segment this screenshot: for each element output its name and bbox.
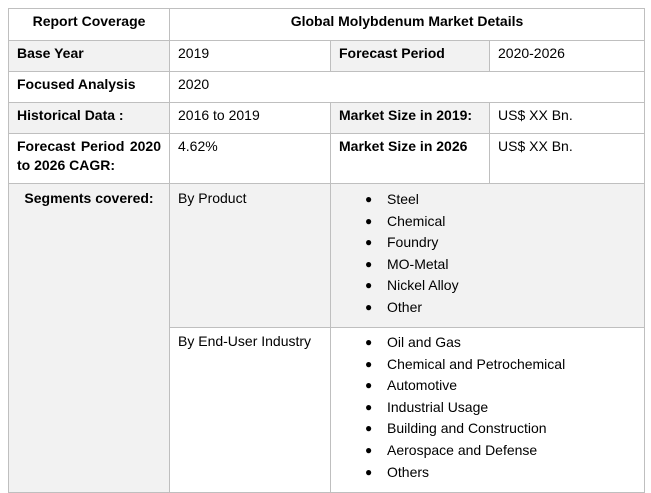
list-item: ● Oil and Gas [365,332,636,354]
segments-covered-label: Segments covered: [8,183,170,493]
base-year-value: 2019 [169,40,331,72]
list-item-label: Aerospace and Defense [387,441,538,458]
list-item-label: Chemical [387,212,446,229]
list-item-label: MO-Metal [387,255,449,272]
bullet-icon: ● [365,278,373,293]
bullet-icon: ● [365,378,373,393]
list-item: ● Aerospace and Defense [365,440,636,462]
segments-product-row: Segments covered: By Product ● Steel ● Chem… [8,183,645,493]
bullet-icon: ● [365,299,373,314]
market-size-2019-label: Market Size in 2019: [330,102,490,134]
list-item-label: Steel [387,191,419,207]
bullet-icon: ● [365,192,373,206]
list-item: ● Foundry [365,232,636,254]
list-item: ● Automotive [365,375,636,397]
list-item-label: Industrial Usage [387,398,489,415]
bullet-icon: ● [365,356,373,371]
historical-data-row: Historical Data : 2016 to 2019 Market Si… [8,102,645,134]
list-item-label: Oil and Gas [387,334,461,350]
focused-analysis-row: Focused Analysis 2020 [8,71,645,103]
list-item: ● Chemical and Petrochemical [365,354,636,376]
base-year-row: Base Year 2019 Forecast Period 2020-2026 [8,40,645,72]
market-size-2019-value: US$ XX Bn. [489,102,645,134]
focused-analysis-label: Focused Analysis [8,71,170,103]
bullet-icon: ● [365,464,373,479]
bullet-icon: ● [365,442,373,457]
forecast-period-label: Forecast Period [330,40,490,72]
list-item-label: Chemical and Petrochemical [387,355,566,372]
focused-analysis-value: 2020 [169,71,645,103]
by-product-label: By Product [169,183,331,328]
by-product-items-cell: ● Steel ● Chemical ● Foundry ● MO-Metal ● Nickel … [330,183,645,328]
cagr-label: Forecast Period 2020 to 2026 CAGR: [8,133,170,184]
list-item-label: Automotive [387,377,458,394]
list-item: ● Nickel Alloy [365,275,636,297]
by-end-user-list: ● Oil and Gas ● Chemical and Petrochemical ●… [339,332,636,483]
list-item: ● Steel [365,189,636,211]
market-size-2026-label: Market Size in 2026 [330,133,490,184]
list-item-label: Building and Construction [387,420,547,437]
segments-end-user-row: By End-User Industry ● Oil and Gas ● Chemic… [9,327,645,493]
list-item: ● Building and Construction [365,418,636,440]
cagr-row: Forecast Period 2020 to 2026 CAGR: 4.62%… [8,133,645,184]
bullet-icon: ● [365,335,373,349]
table-title: Global Molybdenum Market Details [169,8,645,41]
cagr-value: 4.62% [169,133,331,184]
list-item-label: Foundry [387,234,439,251]
by-end-user-label: By End-User Industry [169,327,331,493]
forecast-period-value: 2020-2026 [489,40,645,72]
historical-data-value: 2016 to 2019 [169,102,331,134]
list-item-label: Others [387,463,430,480]
list-item: ● Industrial Usage [365,397,636,419]
historical-data-label: Historical Data : [8,102,170,134]
by-end-user-items-cell: ● Oil and Gas ● Chemical and Petrochemical ●… [330,327,645,493]
bullet-icon: ● [365,399,373,414]
list-item: ● Others [365,462,636,484]
market-size-2026-value: US$ XX Bn. [489,133,645,184]
by-product-list: ● Steel ● Chemical ● Foundry ● MO-Metal ● Nickel … [339,189,636,319]
report-coverage-heading: Report Coverage [8,8,170,41]
list-item: ● Other [365,297,636,319]
list-item-label: Nickel Alloy [387,277,459,294]
bullet-icon: ● [365,235,373,250]
list-item: ● MO-Metal [365,254,636,276]
list-item-label: Other [387,298,423,315]
base-year-label: Base Year [8,40,170,72]
bullet-icon: ● [365,256,373,271]
header-row: Report Coverage Global Molybdenum Market… [8,8,645,41]
report-table: Report Coverage Global Molybdenum Market… [8,8,645,493]
bullet-icon: ● [365,421,373,436]
list-item: ● Chemical [365,211,636,233]
bullet-icon: ● [365,213,373,228]
